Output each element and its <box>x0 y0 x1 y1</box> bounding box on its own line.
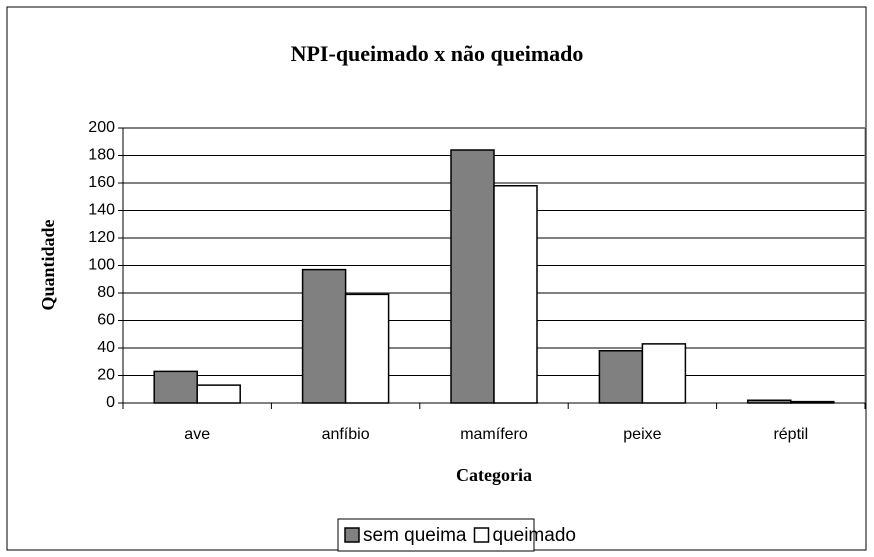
bar <box>153 370 198 404</box>
y-tick-label: 200 <box>88 119 115 136</box>
bar <box>344 293 390 404</box>
legend-label: queimado <box>493 525 576 546</box>
bar <box>641 343 687 404</box>
x-tick-label: mamífero <box>460 426 528 443</box>
x-axis-label: Categoria <box>456 465 532 485</box>
bar <box>493 185 538 404</box>
y-tick-label: 0 <box>106 394 115 411</box>
y-tick-label: 140 <box>88 202 115 219</box>
y-tick-label: 20 <box>97 367 115 384</box>
legend-swatch <box>473 527 490 543</box>
y-tick-label: 100 <box>88 257 115 274</box>
y-tick-label: 180 <box>88 147 115 164</box>
bar <box>450 149 495 404</box>
x-tick-label: ave <box>184 426 210 443</box>
y-tick-label: 160 <box>88 174 115 191</box>
legend-label: sem queima <box>363 525 467 546</box>
y-tick-label: 80 <box>97 284 115 301</box>
legend-box <box>337 518 535 552</box>
legend-swatch <box>344 527 360 543</box>
chart-border <box>6 6 867 551</box>
x-tick-label: anfíbio <box>322 426 370 443</box>
chart-title: NPI-queimado x não queimado <box>291 41 584 66</box>
y-tick-label: 60 <box>97 312 115 329</box>
y-tick-label: 120 <box>88 229 115 246</box>
x-tick-label: réptil <box>773 426 808 443</box>
bar <box>301 268 347 404</box>
bar <box>196 384 241 404</box>
x-tick-label: peixe <box>623 426 661 443</box>
bar <box>790 400 835 404</box>
bar <box>747 399 792 404</box>
y-axis-label: Quantidade <box>38 219 58 310</box>
bar <box>598 350 644 404</box>
y-tick-label: 40 <box>97 339 115 356</box>
